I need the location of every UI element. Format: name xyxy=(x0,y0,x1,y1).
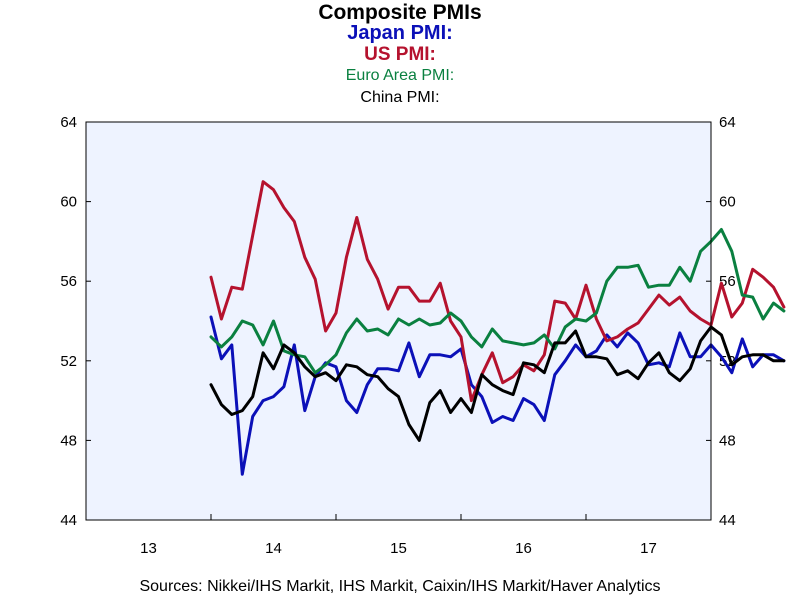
legend-euro-area-pmi: Euro Area PMI: xyxy=(345,67,455,84)
y-tick-label-right: 48 xyxy=(719,432,736,449)
series-line-japan-pmi xyxy=(209,315,786,476)
y-tick-label-left: 52 xyxy=(60,353,77,370)
y-tick-label-left: 48 xyxy=(60,432,77,449)
x-tick-label: 16 xyxy=(515,540,532,557)
y-tick-label-left: 60 xyxy=(60,194,77,211)
x-tick-label: 17 xyxy=(640,540,657,557)
y-tick-label-left: 44 xyxy=(60,512,77,529)
legend-china-pmi: China PMI: xyxy=(360,89,440,106)
legend-japan-pmi: Japan PMI: xyxy=(347,22,453,44)
y-tick-label-right: 44 xyxy=(719,512,736,529)
series-line-euro-area-pmi xyxy=(209,228,786,375)
source-note: Sources: Nikkei/IHS Markit, IHS Markit, … xyxy=(139,578,661,595)
plot-frame xyxy=(85,121,712,521)
y-tick-label-right: 60 xyxy=(719,194,736,211)
legend-us-pmi: US PMI: xyxy=(364,44,436,65)
x-tick-label: 13 xyxy=(140,540,157,557)
y-tick-label-right: 64 xyxy=(719,114,736,131)
series-line-us-pmi xyxy=(209,180,786,403)
chart-title: Composite PMIs xyxy=(318,1,482,24)
series-line-china-pmi xyxy=(209,325,786,442)
x-tick-label: 15 xyxy=(390,540,407,557)
y-tick-label-left: 64 xyxy=(60,114,77,131)
x-tick-label: 14 xyxy=(265,540,282,557)
y-tick-label-left: 56 xyxy=(60,273,77,290)
